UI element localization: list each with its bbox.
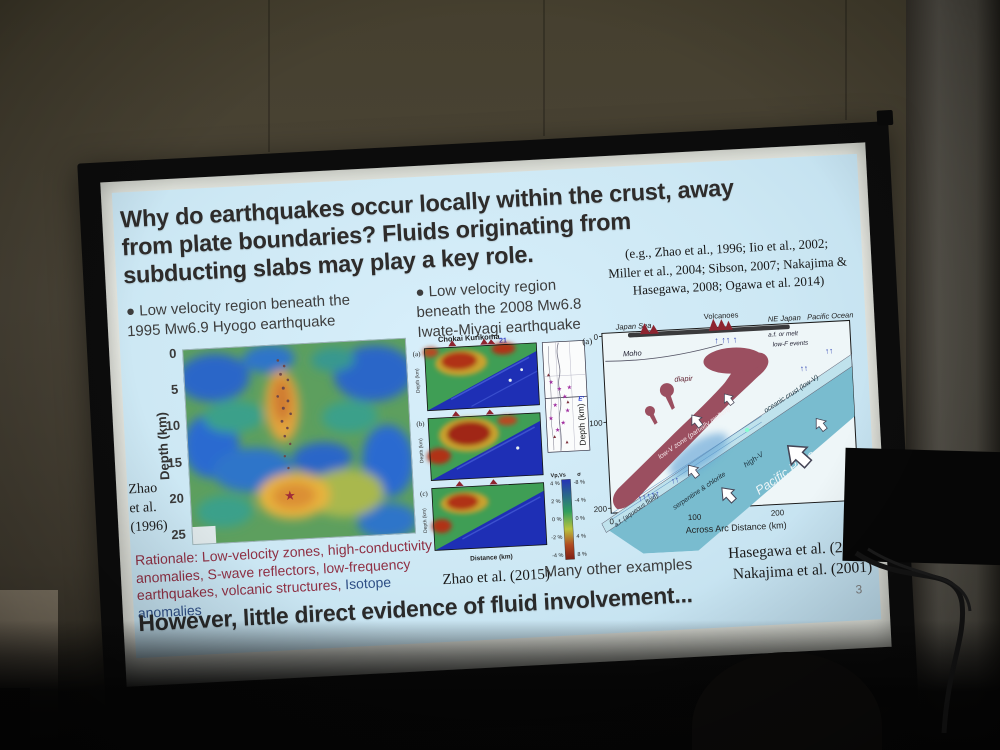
panel-c: [431, 482, 548, 551]
wall-seam: [543, 0, 545, 136]
cb-tick: 0 %: [552, 517, 562, 523]
y-tick: 100: [589, 418, 603, 428]
y-tick: 200: [593, 504, 607, 514]
presentation-slide: Why do earthquakes occur locally within …: [111, 153, 882, 659]
epicenter-stars: ★★★ ★★★ ★★★: [548, 379, 572, 434]
label-ne-japan: NE Japan: [768, 313, 801, 324]
svg-text:▲: ▲: [564, 439, 569, 445]
svg-text:▲: ▲: [552, 434, 557, 440]
svg-text:↑↑: ↑↑: [800, 364, 808, 373]
cb-tick: 0 %: [575, 516, 585, 522]
laser-pointer-dot: [744, 427, 750, 433]
svg-text:▲: ▲: [546, 372, 551, 378]
tomography-map-svg: ★: [182, 337, 417, 546]
map-label-e-prime: E': [578, 395, 585, 402]
map-volcano-triangles: ▲ ▲ ▲ ▲: [546, 372, 571, 445]
ref-zhao-1996: Zhao et al. (1996): [128, 478, 168, 537]
screen-surface: Why do earthquakes occur locally within …: [100, 142, 892, 687]
svg-text:↑↑: ↑↑: [825, 346, 833, 355]
ref-line: Zhao: [128, 480, 158, 498]
panel-a: [422, 342, 540, 412]
panel-ylabel: Depth (km): [414, 368, 421, 393]
y-tick: 0: [168, 345, 177, 362]
volcano-triangles: [639, 318, 733, 335]
cb-tick: -4 %: [552, 553, 564, 560]
velocity-anomaly-blobs: [182, 344, 417, 539]
colorbar: Vp,Vs σ 4 % 2 % 0 % -2 % -4 % -8 % -4 % …: [550, 472, 587, 560]
right-fig-ylabel: Depth (km): [575, 403, 587, 446]
panel-ylabel: Depth (km): [422, 508, 429, 533]
svg-text:↑↑: ↑↑: [670, 475, 680, 486]
cb-tick: -8 %: [573, 480, 585, 487]
svg-text:▲: ▲: [565, 399, 570, 405]
label-21: 21: [499, 337, 507, 344]
panel-b: [427, 412, 544, 481]
map-corner-blank: [191, 525, 217, 546]
mainshock-star: ★: [284, 488, 296, 504]
svg-text:★: ★: [562, 393, 568, 400]
x-tick: 0: [609, 517, 614, 526]
panel-label: (a): [412, 350, 421, 358]
y-tick: 0: [593, 333, 598, 342]
svg-text:★: ★: [555, 427, 561, 434]
y-tick: 10: [165, 417, 181, 434]
cb-tick: 2 %: [551, 499, 561, 505]
y-tick: 5: [170, 381, 179, 398]
label-japan-sea: Japan Sea: [614, 321, 651, 332]
fluid-blur-zone: [668, 433, 728, 477]
svg-text:★: ★: [560, 419, 566, 426]
citation-block: (e.g., Zhao et al., 1996; Iio et al., 20…: [587, 233, 868, 303]
cb-tick: 4 %: [576, 534, 586, 540]
label-volcanoes: Volcanoes: [704, 310, 739, 321]
mantle-wedge-low-v: [613, 347, 769, 509]
figure-hyogo-tomography: Depth (km) 0 5 10 15 20 25: [138, 333, 421, 563]
figure-iwate-cross-sections: Chokai Kurikoma 21: [412, 332, 591, 563]
panel-ylabel: Depth (km): [418, 438, 425, 463]
ref-line: et al.: [128, 499, 157, 517]
svg-text:★: ★: [557, 386, 563, 393]
y-tick: 15: [167, 454, 183, 471]
epicenter-map: ★★★ ★★★ ★★★ ▲▲▲▲ E': [541, 339, 591, 453]
ref-line: (1996): [129, 518, 169, 536]
projector-screen: Why do earthquakes occur locally within …: [77, 109, 919, 748]
volcano-markers: [448, 338, 498, 487]
x-tick: 100: [688, 512, 702, 522]
panel-label: (b): [416, 420, 425, 428]
x-tick: 200: [771, 508, 785, 518]
moho-line: [605, 343, 723, 362]
bullet-hyogo: ● Low velocity region beneath the 1995 M…: [126, 289, 378, 342]
wall-seam: [268, 0, 270, 152]
flow-block-arrows: [688, 393, 828, 504]
label-af-or-melt: a.f. or melt: [768, 330, 798, 339]
svg-text:★: ★: [552, 402, 558, 409]
colorbar-header-right: σ: [577, 472, 581, 478]
colorbar-header-left: Vp,Vs: [550, 473, 566, 480]
figure-subduction-schematic: (a) Japan Sea Volcanoes NE Japan Pacific…: [575, 310, 866, 554]
svg-text:★: ★: [566, 384, 572, 391]
svg-text:↑ ↑↑ ↑: ↑ ↑↑ ↑: [714, 334, 738, 345]
svg-text:★: ★: [548, 379, 554, 386]
cb-tick: 4 %: [550, 481, 560, 487]
earthquake-dots: [276, 359, 292, 470]
screen-corner-cap: [876, 109, 894, 126]
svg-text:★: ★: [565, 407, 571, 414]
cb-tick: -4 %: [574, 497, 586, 504]
land-surface-bar: [627, 324, 790, 338]
label-low-f-events: low-F events: [773, 340, 810, 349]
label-diapir: diapir: [674, 374, 693, 384]
svg-text:★: ★: [548, 415, 554, 422]
wall-seam: [845, 0, 847, 120]
label-moho: Moho: [623, 348, 642, 358]
cb-tick: 8 %: [577, 552, 587, 558]
mid-fig-xlabel: Distance (km): [470, 553, 513, 562]
cable: [854, 547, 972, 734]
label-pacific-ocean: Pacific Ocean: [807, 310, 854, 321]
panel-label: (c): [420, 490, 429, 498]
cb-tick: -2 %: [551, 535, 563, 542]
right-panel-label: (a): [582, 336, 593, 347]
